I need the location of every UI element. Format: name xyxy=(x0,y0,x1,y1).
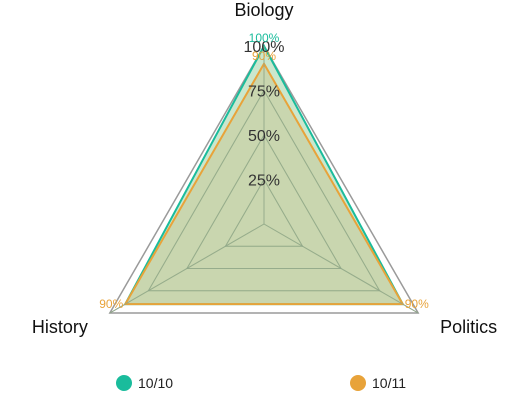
data-label: 90% xyxy=(405,297,429,311)
r-tick-label: 25% xyxy=(248,173,280,190)
radar-spoke-overlay xyxy=(263,223,419,314)
radar-grid-ring-overlay xyxy=(186,134,342,269)
axis-label-history: History xyxy=(32,317,88,337)
r-tick-label: 75% xyxy=(248,84,280,101)
axis-label-biology: Biology xyxy=(234,0,293,20)
radar-grid-ring-overlay xyxy=(224,178,304,247)
data-label: 100% xyxy=(249,31,280,45)
legend-item-0[interactable]: 10/10 xyxy=(116,375,173,391)
legend-swatch xyxy=(350,375,366,391)
legend-item-1[interactable]: 10/11 xyxy=(350,375,406,391)
legend-label: 10/11 xyxy=(372,375,406,391)
radar-spoke-overlay xyxy=(109,223,265,314)
chart-legend[interactable]: 10/10 10/11 xyxy=(116,375,406,391)
radar-series xyxy=(109,43,419,314)
radar-grid-ring-overlay xyxy=(147,89,381,292)
legend-swatch xyxy=(116,375,132,391)
axis-label-politics: Politics xyxy=(440,317,497,337)
radar-outer-frame xyxy=(108,44,420,314)
radar-ticks: 25% 50% 75% 100% xyxy=(244,39,285,190)
r-tick-label: 100% xyxy=(244,39,285,56)
legend-label: 10/10 xyxy=(138,375,173,391)
data-label: 90% xyxy=(99,297,123,311)
r-tick-label: 50% xyxy=(248,128,280,145)
data-label: 90% xyxy=(252,49,276,63)
